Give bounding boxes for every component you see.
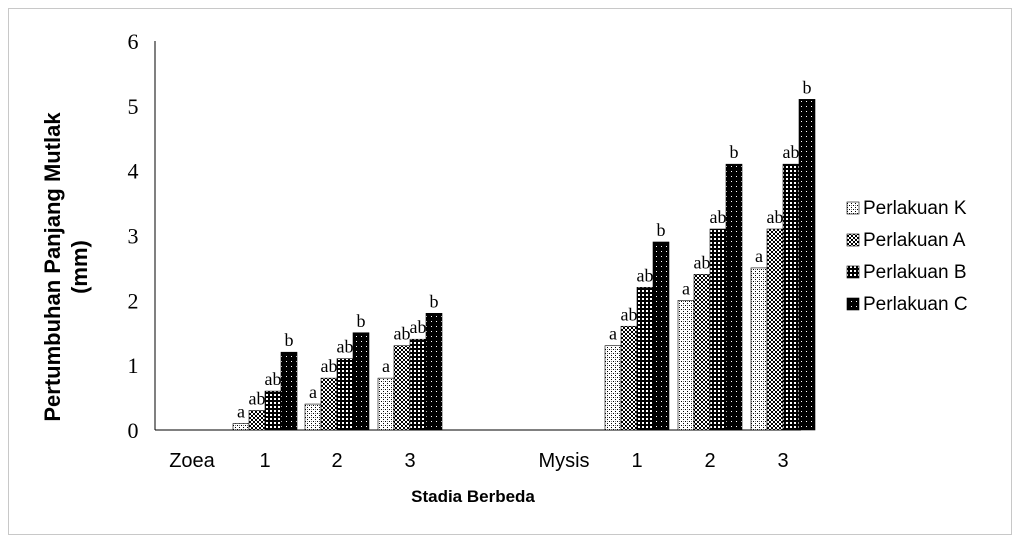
bar-significance-label: ab [321, 356, 338, 376]
x-category-label: 2 [331, 450, 342, 472]
x-category-label: 2 [704, 450, 715, 472]
bar [725, 163, 743, 431]
bar-significance-label: a [309, 382, 317, 402]
legend-label: Perlakuan C [863, 294, 968, 315]
y-tick-label: 2 [128, 288, 139, 313]
bar-significance-label: ab [710, 207, 727, 227]
bar [264, 390, 282, 431]
bar-significance-label: ab [621, 304, 638, 324]
bar [425, 312, 443, 431]
bar-significance-label: b [285, 330, 294, 350]
bar-significance-label: a [609, 324, 617, 344]
y-axis-label-line-2: (mm) [67, 240, 92, 294]
bar [336, 358, 354, 431]
bar [620, 325, 638, 431]
bar [798, 99, 816, 431]
bar-significance-label: a [755, 246, 763, 266]
bar [782, 163, 800, 431]
bar [377, 377, 395, 431]
legend-label: Perlakuan B [863, 262, 967, 283]
bar [232, 423, 250, 431]
bar [709, 228, 727, 431]
bar [409, 338, 427, 431]
bar [320, 377, 338, 431]
x-category-label: 1 [631, 450, 642, 472]
x-category-label: 1 [259, 450, 270, 472]
y-tick-label: 6 [128, 29, 139, 54]
bar-significance-label: ab [783, 142, 800, 162]
bar-significance-label: b [430, 291, 439, 311]
bar [604, 345, 622, 431]
bar [677, 300, 695, 431]
bars-layer [232, 99, 816, 431]
bar-significance-label: ab [637, 265, 654, 285]
x-category-label: 3 [777, 450, 788, 472]
legend-label: Perlakuan K [863, 198, 967, 219]
bar-significance-label: a [382, 356, 390, 376]
bar-significance-label: ab [337, 337, 354, 357]
bar-significance-label: ab [394, 324, 411, 344]
legend-swatch [846, 233, 860, 247]
y-axis-ticks: 0 1 2 3 4 5 6 [128, 29, 139, 443]
y-tick-label: 1 [128, 353, 139, 378]
bar [652, 241, 670, 431]
bar [304, 403, 322, 431]
bar-chart: Pertumbuhan Panjang Mutlak (mm) 0123456 … [40, 29, 968, 506]
bar-significance-label: ab [767, 207, 784, 227]
bar-significance-label: a [682, 278, 690, 298]
bar-significance-label: ab [249, 389, 266, 409]
legend-label: Perlakuan A [863, 230, 966, 251]
legend: Perlakuan K Perlakuan A Perlakuan B Perlaku… [846, 198, 968, 315]
bar-significance-label: b [657, 220, 666, 240]
bar-significance-label: b [357, 311, 366, 331]
bar [280, 351, 298, 431]
x-axis-categories: Zoea 1 2 3 Mysis 1 2 3 [169, 450, 788, 472]
y-tick-label: 5 [128, 94, 139, 119]
legend-swatch [846, 201, 860, 215]
y-axis-label-line-1: Pertumbuhan Panjang Mutlak [40, 112, 65, 422]
bar [766, 228, 784, 431]
y-tick-label: 3 [128, 224, 139, 249]
bar-significance-label: ab [694, 252, 711, 272]
x-category-label: 3 [404, 450, 415, 472]
bar [352, 332, 370, 431]
legend-swatch [846, 265, 860, 279]
x-axis-label: Stadia Berbeda [411, 487, 535, 506]
bar-significance-label: ab [410, 317, 427, 337]
bar [693, 274, 711, 431]
legend-swatch [846, 297, 860, 311]
bar [393, 345, 411, 431]
bar-significance-label: ab [265, 369, 282, 389]
x-category-label: Mysis [538, 450, 589, 472]
bar [750, 267, 768, 431]
x-category-label: Zoea [169, 450, 215, 472]
bar-significance-label: b [730, 142, 739, 162]
bar-significance-label: b [803, 77, 812, 97]
y-tick-label: 0 [128, 418, 139, 443]
bar [248, 410, 266, 431]
bar [636, 287, 654, 431]
y-tick-label: 4 [128, 159, 139, 184]
bar-significance-label: a [237, 402, 245, 422]
